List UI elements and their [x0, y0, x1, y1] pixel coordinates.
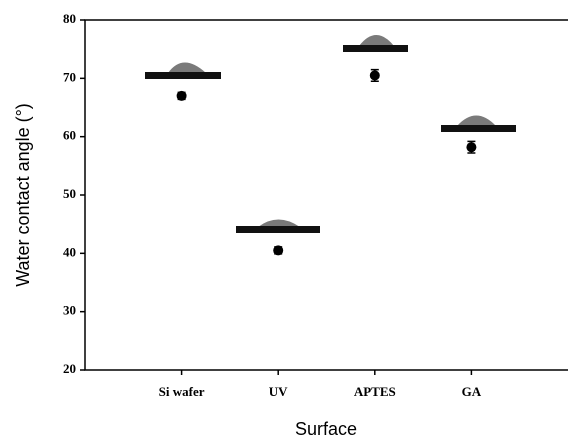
- y-tick-label: 60: [63, 128, 76, 143]
- y-axis-label: Water contact angle (°): [13, 103, 33, 287]
- substrate: [441, 125, 516, 132]
- x-tick-label: APTES: [354, 384, 396, 399]
- point: [369, 70, 380, 81]
- droplet: [168, 62, 206, 73]
- y-tick-label: 30: [63, 303, 76, 318]
- point: [273, 245, 284, 256]
- x-tick-label: UV: [269, 384, 288, 399]
- point: [466, 142, 477, 153]
- droplet: [359, 35, 394, 46]
- droplet: [258, 219, 300, 227]
- droplets: [145, 35, 516, 233]
- point: [176, 90, 187, 101]
- y-tick-label: 70: [63, 69, 76, 84]
- droplet: [457, 115, 496, 126]
- substrate: [145, 72, 221, 79]
- y-tick-label: 40: [63, 244, 76, 259]
- y-tick-label: 50: [63, 186, 76, 201]
- substrate: [236, 226, 320, 233]
- y-tick-label: 80: [63, 11, 76, 26]
- x-tick-label: GA: [462, 384, 482, 399]
- substrate: [343, 45, 408, 52]
- x-tick-label: Si wafer: [159, 384, 205, 399]
- y-tick-label: 20: [63, 361, 76, 376]
- x-axis-label: Surface: [295, 419, 357, 439]
